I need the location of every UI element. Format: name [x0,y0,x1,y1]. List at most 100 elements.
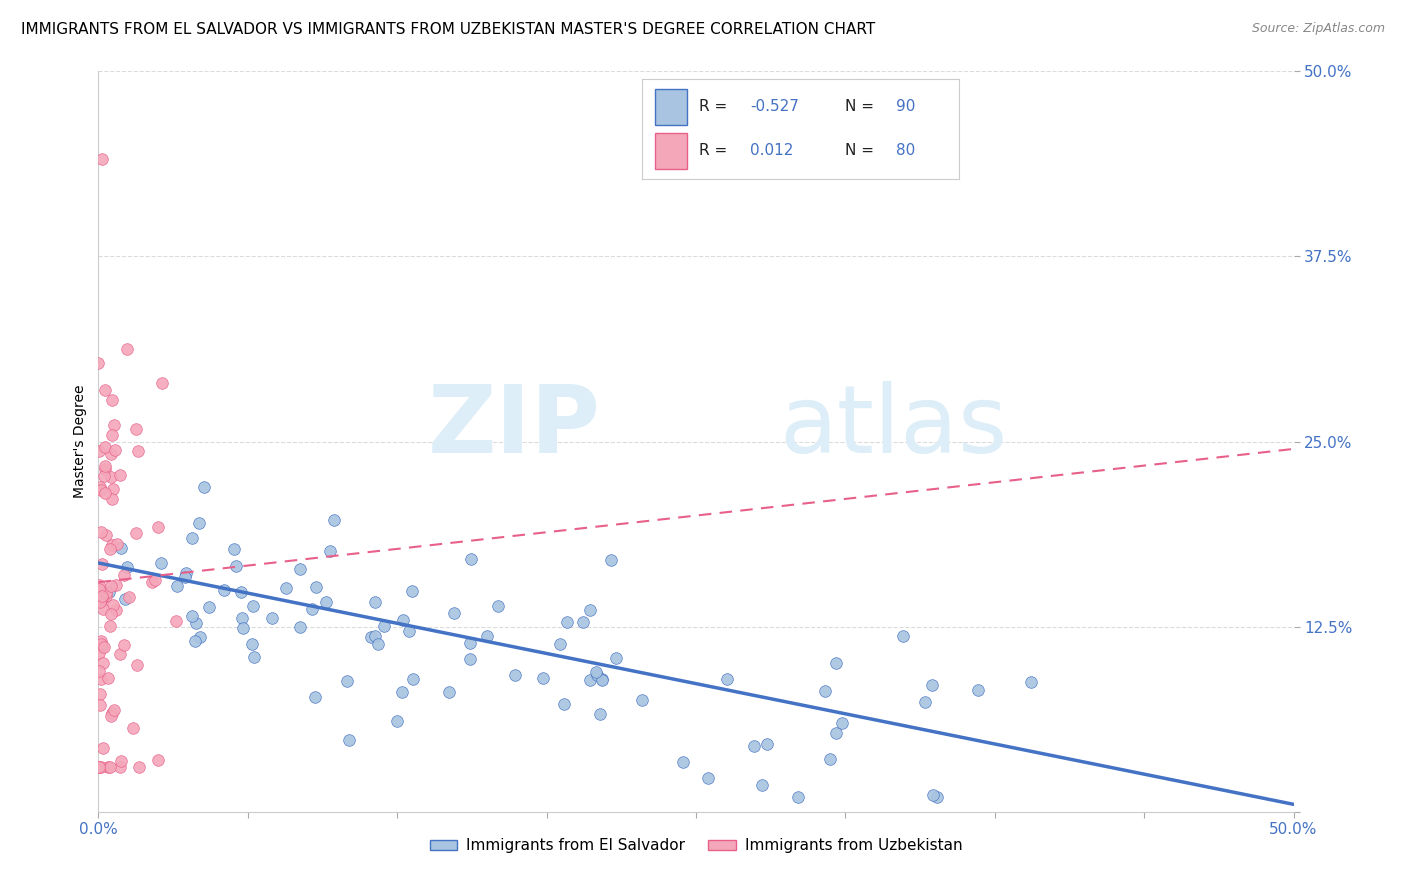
Point [631,693,654,707]
Point [89,698,111,713]
Point [591,673,613,687]
Point [87,760,110,774]
Point [831,715,853,730]
Point [751,779,773,793]
Point [274,581,297,595]
Point [818,752,841,766]
Point [187,516,209,530]
Point [589,706,612,721]
Point [486,599,509,613]
Legend: Immigrants from El Salvador, Immigrants from Uzbekistan: Immigrants from El Salvador, Immigrants … [423,832,969,860]
Point [121,721,143,735]
Point [305,581,328,595]
Point [891,629,914,643]
Point [100,709,122,723]
Point [148,754,170,768]
Point [557,615,579,629]
Point [104,603,127,617]
Point [89,595,111,609]
Point [319,544,342,558]
Text: IMMIGRANTS FROM EL SALVADOR VS IMMIGRANTS FROM UZBEKISTAN MASTER'S DEGREE CORREL: IMMIGRANTS FROM EL SALVADOR VS IMMIGRANT… [21,22,876,37]
Point [87,582,110,597]
Point [101,393,124,408]
Text: Source: ZipAtlas.com: Source: ZipAtlas.com [1251,22,1385,36]
Point [90,593,112,607]
Point [367,637,389,651]
Point [232,621,254,635]
Point [323,513,346,527]
Point [100,447,122,461]
Point [93,640,115,655]
Point [814,684,837,698]
Point [100,579,122,593]
Point [212,583,235,598]
Point [91,741,114,756]
Point [585,665,607,680]
Point [125,525,148,540]
Point [392,613,415,627]
Point [243,650,266,665]
Point [460,551,482,566]
Point [127,443,149,458]
Point [591,673,613,687]
Point [97,585,120,599]
Point [94,586,117,600]
Point [91,152,114,166]
Point [921,678,943,692]
Point [87,760,110,774]
Point [786,789,808,804]
Point [174,570,197,584]
Point [696,771,718,785]
Point [165,614,187,628]
Point [87,444,110,458]
Point [94,461,117,475]
Point [98,619,121,633]
Point [103,418,125,433]
Point [104,442,127,457]
Point [825,657,848,671]
Point [91,656,114,670]
Point [231,611,253,625]
Point [336,673,359,688]
Point [385,714,408,728]
Point [90,760,112,774]
Point [443,606,465,620]
Point [290,620,312,634]
Y-axis label: Master's Degree: Master's Degree [73,384,87,499]
Point [90,524,112,539]
Point [572,615,595,630]
Point [550,637,572,651]
Point [288,561,311,575]
Point [605,651,627,665]
Point [101,427,124,442]
Point [101,491,124,506]
Point [671,756,693,770]
Point [579,603,602,617]
Point [742,739,765,754]
Point [128,760,150,774]
Point [174,566,197,581]
Point [505,667,527,681]
Point [90,637,112,651]
Point [90,673,112,687]
Point [925,789,948,804]
Point [89,479,111,493]
Point [94,384,117,398]
Point [825,726,848,740]
Point [114,591,136,606]
Point [91,602,114,616]
Point [914,695,936,709]
Point [89,665,111,679]
Point [124,422,146,436]
Point [716,672,738,686]
Point [108,468,131,483]
Point [458,652,481,666]
Point [101,599,124,613]
Point [110,541,132,555]
Point [104,578,127,592]
Point [117,342,139,356]
Point [193,480,215,494]
Point [94,590,117,604]
Point [87,578,110,592]
Point [100,470,122,484]
